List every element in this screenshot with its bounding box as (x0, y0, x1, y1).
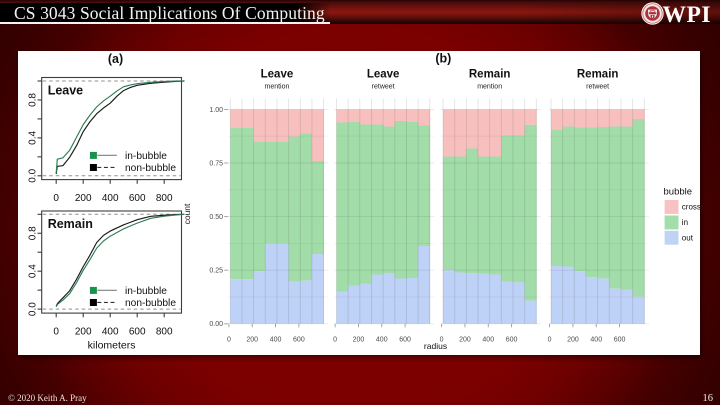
svg-text:400: 400 (376, 336, 388, 343)
svg-text:0.25: 0.25 (209, 267, 223, 274)
svg-text:Remain: Remain (48, 217, 93, 231)
svg-text:600: 600 (129, 193, 146, 204)
svg-text:400: 400 (270, 336, 282, 343)
svg-text:200: 200 (459, 336, 471, 343)
svg-text:Leave: Leave (261, 68, 294, 80)
svg-text:non-bubble: non-bubble (125, 163, 176, 174)
svg-text:0: 0 (227, 336, 231, 343)
svg-text:0.75: 0.75 (209, 160, 223, 167)
svg-text:count: count (182, 202, 192, 223)
svg-text:cross: cross (682, 202, 701, 211)
svg-text:bubble: bubble (664, 186, 693, 197)
svg-text:600: 600 (506, 336, 518, 343)
svg-text:in-bubble: in-bubble (125, 285, 167, 296)
svg-text:retweet: retweet (372, 83, 395, 90)
svg-text:kilometers: kilometers (88, 339, 136, 351)
svg-text:200: 200 (75, 193, 92, 204)
svg-text:0.8: 0.8 (28, 225, 39, 239)
svg-text:0: 0 (53, 326, 59, 337)
svg-text:out: out (682, 233, 694, 242)
svg-text:0: 0 (440, 336, 444, 343)
svg-text:0: 0 (53, 193, 59, 204)
svg-text:400: 400 (482, 336, 494, 343)
svg-text:(b): (b) (435, 51, 451, 65)
svg-text:800: 800 (156, 193, 173, 204)
svg-text:200: 200 (353, 336, 365, 343)
svg-text:retweet: retweet (586, 83, 609, 90)
svg-text:800: 800 (156, 326, 173, 337)
svg-text:1.00: 1.00 (209, 106, 223, 113)
svg-text:200: 200 (246, 336, 258, 343)
svg-text:600: 600 (129, 326, 146, 337)
svg-text:600: 600 (293, 336, 305, 343)
svg-text:0: 0 (333, 336, 337, 343)
svg-text:Remain: Remain (469, 68, 511, 80)
svg-text:0.8: 0.8 (28, 92, 39, 106)
svg-text:Leave: Leave (48, 83, 83, 97)
svg-text:0: 0 (548, 336, 552, 343)
svg-text:200: 200 (567, 336, 579, 343)
svg-text:600: 600 (614, 336, 626, 343)
svg-text:non-bubble: non-bubble (125, 298, 176, 309)
svg-text:(a): (a) (108, 52, 123, 66)
svg-text:0.4: 0.4 (28, 130, 39, 144)
svg-text:0.0: 0.0 (28, 168, 39, 182)
svg-text:0.00: 0.00 (209, 321, 223, 328)
svg-text:mention: mention (477, 83, 502, 90)
svg-text:0.50: 0.50 (209, 214, 223, 221)
svg-text:0.0: 0.0 (28, 301, 39, 315)
svg-text:Remain: Remain (577, 68, 619, 80)
svg-text:400: 400 (590, 336, 602, 343)
svg-text:mention: mention (264, 83, 289, 90)
svg-text:400: 400 (102, 193, 119, 204)
svg-text:200: 200 (75, 326, 92, 337)
svg-text:400: 400 (102, 326, 119, 337)
svg-text:in: in (682, 218, 688, 227)
svg-text:600: 600 (399, 336, 411, 343)
svg-text:Leave: Leave (367, 68, 400, 80)
svg-text:in-bubble: in-bubble (125, 150, 167, 161)
svg-text:radius: radius (424, 340, 447, 350)
svg-text:0.4: 0.4 (28, 263, 39, 277)
